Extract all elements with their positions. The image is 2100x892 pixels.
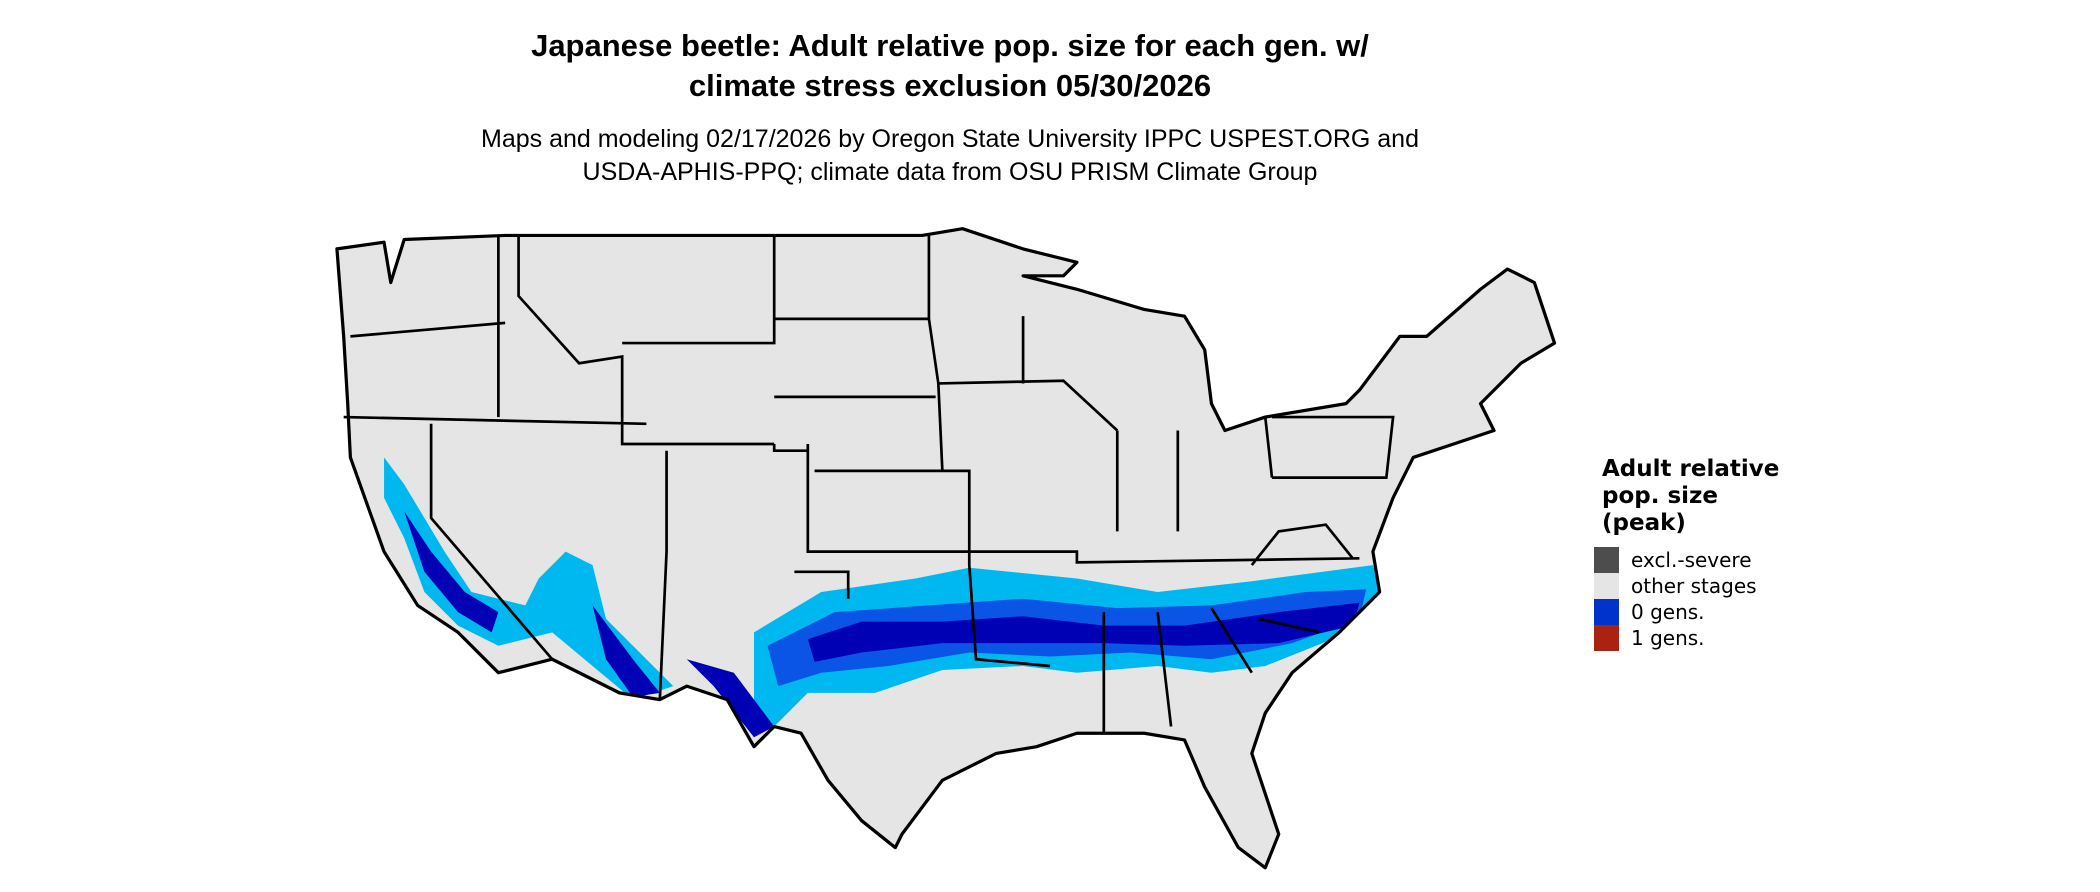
legend-title-line: pop. size xyxy=(1602,483,1719,509)
legend-title-line: (peak) xyxy=(1602,510,1686,536)
legend-item-1-gens: 1 gens. xyxy=(1594,625,1705,651)
legend-item-other-stages: other stages xyxy=(1594,573,1757,599)
dark-band xyxy=(807,602,1360,662)
subtitle-line-1: Maps and modeling 02/17/2026 by Oregon S… xyxy=(481,125,1419,153)
california-band xyxy=(384,457,674,700)
us-land xyxy=(336,228,1555,868)
legend-label: other stages xyxy=(1631,574,1757,598)
legend-item-0-gens: 0 gens. xyxy=(1594,599,1705,625)
legend-item-excl-severe: excl.-severe xyxy=(1594,547,1752,573)
legend-label: excl.-severe xyxy=(1631,548,1752,572)
us-border xyxy=(335,227,1557,870)
legend-label: 0 gens. xyxy=(1631,600,1705,624)
legend-swatch xyxy=(1594,573,1619,599)
state-borders xyxy=(343,235,1395,734)
map-title-line-1: Japanese beetle: Adult relative pop. siz… xyxy=(531,28,1369,63)
legend-swatch xyxy=(1594,599,1619,625)
legend-swatch xyxy=(1594,547,1619,573)
subtitle-line-2: USDA-APHIS-PPQ; climate data from OSU PR… xyxy=(582,158,1318,186)
legend-swatch xyxy=(1594,625,1619,651)
legend-title-line: Adult relative xyxy=(1602,456,1780,482)
legend-title: Adult relative pop. size (peak) xyxy=(1602,456,1779,537)
legend-label: 1 gens. xyxy=(1631,626,1705,650)
map-title-line-2: climate stress exclusion 05/30/2026 xyxy=(688,68,1212,103)
